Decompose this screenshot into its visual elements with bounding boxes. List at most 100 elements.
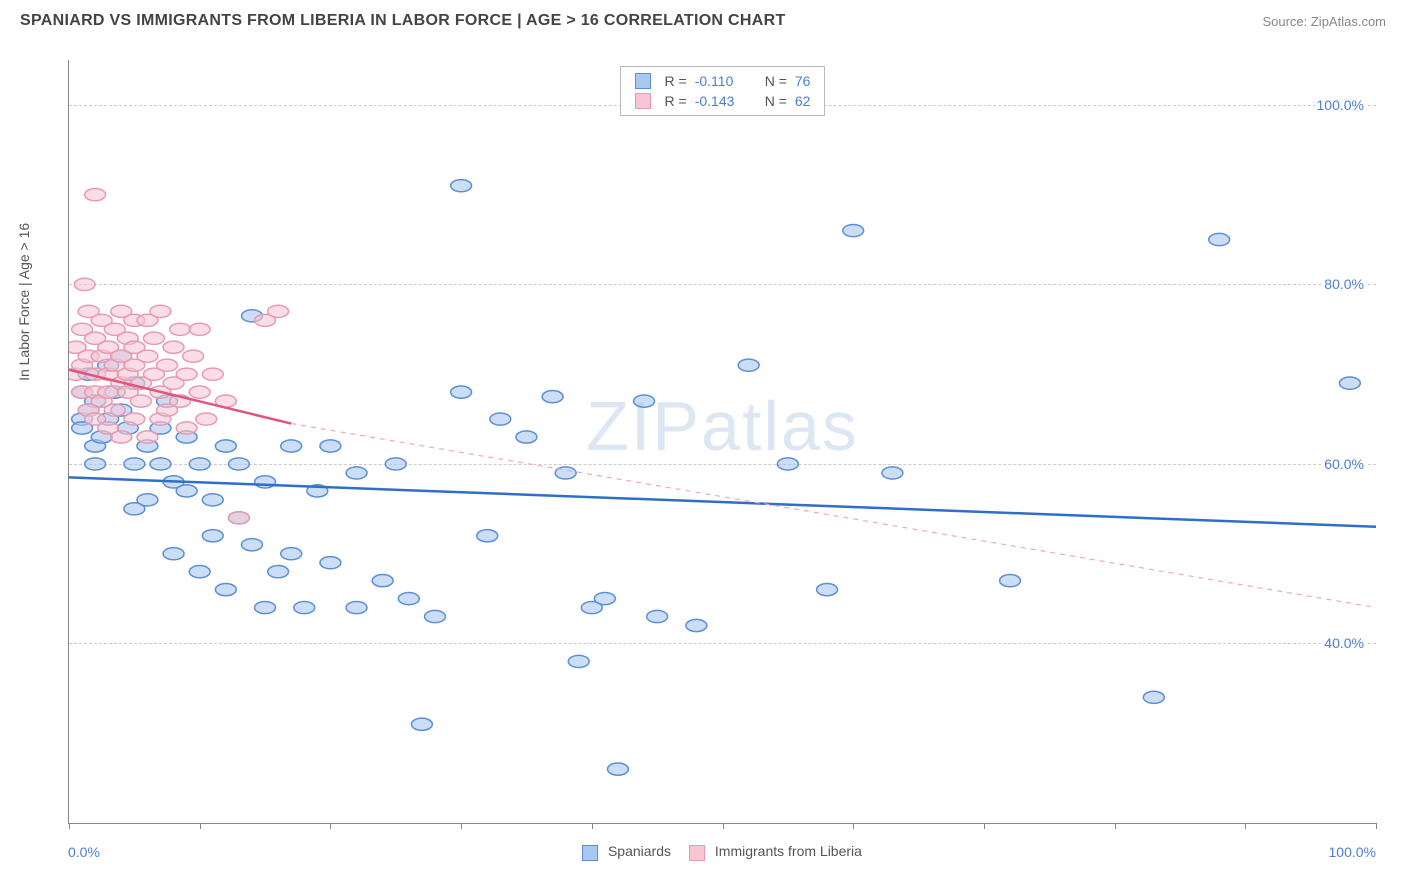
data-point	[242, 539, 263, 551]
data-point	[124, 458, 145, 470]
data-point	[607, 763, 628, 775]
data-point	[568, 655, 589, 667]
data-point	[294, 601, 315, 613]
data-point	[281, 440, 302, 452]
plot-area: R = -0.110 N = 76 R = -0.143 N = 62 ZIPa…	[68, 60, 1376, 824]
data-point	[111, 431, 132, 443]
data-point	[398, 592, 419, 604]
data-point	[346, 467, 367, 479]
r-value-spaniards: -0.110	[695, 73, 747, 89]
data-point	[176, 368, 197, 380]
data-point	[163, 548, 184, 560]
data-point	[215, 584, 236, 596]
data-point	[157, 359, 178, 371]
legend-label-liberia: Immigrants from Liberia	[715, 843, 862, 859]
legend-row-liberia: R = -0.143 N = 62	[635, 91, 811, 111]
data-point	[777, 458, 798, 470]
data-point	[163, 341, 184, 353]
data-point	[215, 440, 236, 452]
x-tick	[330, 823, 331, 829]
data-point	[451, 180, 472, 192]
data-point	[74, 278, 95, 290]
data-point	[372, 575, 393, 587]
legend-swatch-blue	[635, 73, 651, 89]
data-point	[189, 566, 210, 578]
data-point	[686, 619, 707, 631]
data-point	[137, 431, 158, 443]
r-label: R =	[665, 73, 687, 89]
data-point	[451, 386, 472, 398]
data-point	[1209, 233, 1230, 245]
data-point	[85, 458, 106, 470]
x-tick	[461, 823, 462, 829]
n-label: N =	[765, 73, 787, 89]
data-point	[170, 323, 191, 335]
x-min-label: 0.0%	[68, 844, 100, 860]
n-label: N =	[765, 93, 787, 109]
plot-svg	[69, 60, 1376, 823]
series-legend: Spaniards Immigrants from Liberia	[582, 843, 862, 860]
x-max-label: 100.0%	[1329, 844, 1376, 860]
regression-line	[291, 424, 1376, 608]
data-point	[202, 368, 223, 380]
data-point	[477, 530, 498, 542]
data-point	[385, 458, 406, 470]
data-point	[143, 332, 164, 344]
x-tick	[592, 823, 593, 829]
data-point	[124, 413, 145, 425]
data-point	[183, 350, 204, 362]
data-point	[1339, 377, 1360, 389]
data-point	[594, 592, 615, 604]
data-point	[189, 323, 210, 335]
data-point	[104, 404, 125, 416]
legend-swatch-blue	[582, 845, 598, 861]
data-point	[150, 305, 171, 317]
data-point	[843, 224, 864, 236]
data-point	[228, 512, 249, 524]
regression-line	[69, 477, 1376, 526]
x-tick	[723, 823, 724, 829]
source-attribution: Source: ZipAtlas.com	[1262, 14, 1386, 29]
chart-title: SPANIARD VS IMMIGRANTS FROM LIBERIA IN L…	[20, 12, 786, 30]
data-point	[189, 458, 210, 470]
r-value-liberia: -0.143	[695, 93, 747, 109]
data-point	[196, 413, 217, 425]
data-point	[150, 458, 171, 470]
x-tick	[853, 823, 854, 829]
data-point	[1000, 575, 1021, 587]
data-point	[130, 395, 151, 407]
x-tick	[1115, 823, 1116, 829]
y-axis-label: In Labor Force | Age > 16	[16, 223, 32, 381]
data-point	[137, 350, 158, 362]
x-tick	[69, 823, 70, 829]
data-point	[516, 431, 537, 443]
legend-row-spaniards: R = -0.110 N = 76	[635, 71, 811, 91]
data-point	[320, 440, 341, 452]
data-point	[255, 601, 276, 613]
data-point	[647, 610, 668, 622]
data-point	[202, 494, 223, 506]
data-point	[228, 458, 249, 470]
x-tick	[1376, 823, 1377, 829]
r-label: R =	[665, 93, 687, 109]
x-tick	[984, 823, 985, 829]
data-point	[268, 305, 289, 317]
data-point	[137, 494, 158, 506]
legend-swatch-pink	[689, 845, 705, 861]
n-value-spaniards: 76	[795, 73, 811, 89]
correlation-legend: R = -0.110 N = 76 R = -0.143 N = 62	[620, 66, 826, 116]
data-point	[1143, 691, 1164, 703]
legend-label-spaniards: Spaniards	[608, 843, 671, 859]
legend-swatch-pink	[635, 93, 651, 109]
data-point	[634, 395, 655, 407]
data-point	[738, 359, 759, 371]
legend-item-spaniards: Spaniards	[582, 843, 671, 860]
data-point	[411, 718, 432, 730]
legend-item-liberia: Immigrants from Liberia	[689, 843, 862, 860]
data-point	[346, 601, 367, 613]
data-point	[85, 189, 106, 201]
data-point	[176, 422, 197, 434]
data-point	[176, 485, 197, 497]
chart-container: In Labor Force | Age > 16 R = -0.110 N =…	[20, 48, 1386, 872]
data-point	[281, 548, 302, 560]
